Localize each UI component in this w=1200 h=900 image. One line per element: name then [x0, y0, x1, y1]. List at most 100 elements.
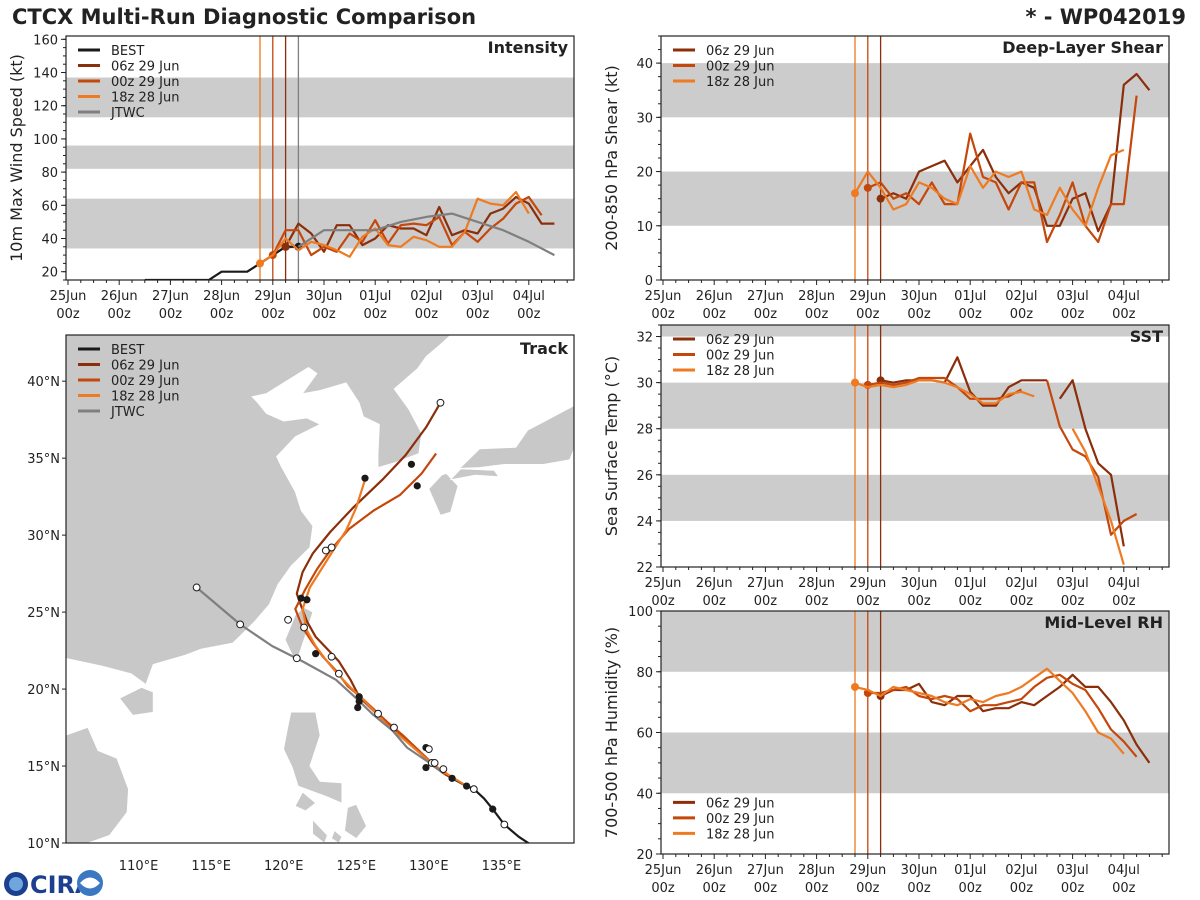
rh-xtick-sublabel: 00z — [805, 881, 829, 896]
intensity-xtick-sublabel: 00z — [261, 307, 285, 322]
track-xtick-label: 135°E — [482, 859, 522, 874]
sst-series-line — [854, 379, 1125, 566]
sst-xtick-sublabel: 00z — [1112, 594, 1136, 609]
panel-rh: 20 40 60 80 100 25Jun 00z 26Jun 00z 27Jun 00z 28Jun… — [602, 605, 1170, 896]
sst-xtick-sublabel: 00z — [856, 594, 880, 609]
track-ytick-label: 40°N — [27, 375, 60, 390]
rh-legend-label: 06z 29 Jun — [706, 796, 775, 811]
rh-xtick-sublabel: 00z — [907, 881, 931, 896]
sst-xtick-label: 26Jun — [696, 576, 733, 591]
track-open-marker — [192, 583, 201, 592]
logo-globe-inner-icon — [9, 877, 23, 891]
shear-series-marker — [876, 194, 885, 203]
intensity-xtick-sublabel: 00z — [210, 307, 234, 322]
track-dot-marker — [361, 474, 369, 482]
shear-series-line — [854, 148, 1125, 227]
sst-ytick-label: 22 — [636, 561, 653, 576]
track-open-marker — [439, 765, 448, 774]
shear-xtick-sublabel: 00z — [651, 307, 675, 322]
track-dot-marker — [448, 774, 456, 782]
rh-xtick-label: 27Jun — [747, 863, 784, 878]
track-ytick-label: 25°N — [27, 606, 60, 621]
intensity-band — [66, 77, 574, 118]
track-dot-marker — [462, 782, 471, 790]
shear-xtick-label: 04Jul — [1108, 289, 1140, 304]
track-ytick-label: 20°N — [27, 683, 60, 698]
rh-xtick-sublabel: 00z — [703, 881, 727, 896]
track-land — [294, 791, 317, 812]
intensity-xtick-sublabel: 00z — [517, 307, 541, 322]
sst-panel-title: SST — [1130, 327, 1163, 346]
rh-ytick-label: 60 — [636, 727, 653, 742]
shear-xtick-label: 03Jul — [1056, 289, 1088, 304]
sst-xtick-sublabel: 00z — [959, 594, 983, 609]
intensity-ytick-label: 20 — [41, 266, 58, 281]
track-ytick-label: 35°N — [27, 452, 60, 467]
sst-xtick-label: 30Jun — [901, 576, 938, 591]
intensity-xtick-label: 26Jun — [101, 289, 138, 304]
sst-band — [661, 474, 1169, 521]
shear-series-line — [867, 95, 1138, 244]
track-xtick-label: 115°E — [191, 859, 231, 874]
track-open-marker — [236, 620, 245, 629]
panel-track: 110°E 115°E 120°E 125°E 130°E 135°E 10°N 15°N 20… — [27, 334, 575, 874]
intensity-xtick-label: 30Jun — [306, 289, 343, 304]
rh-plot-area — [661, 611, 1169, 854]
shear-legend-label: 00z 29 Jun — [706, 60, 775, 75]
track-open-marker — [300, 623, 308, 632]
sst-ytick-label: 28 — [636, 423, 653, 438]
rh-xtick-sublabel: 00z — [959, 881, 983, 896]
sst-legend-label: 18z 28 Jun — [706, 364, 775, 379]
intensity-ytick-label: 80 — [41, 166, 58, 181]
intensity-series-line — [297, 212, 555, 257]
track-open-marker — [327, 543, 336, 552]
intensity-xtick-sublabel: 00z — [56, 307, 80, 322]
intensity-series-marker — [281, 242, 290, 251]
sst-xtick-label: 27Jun — [747, 576, 784, 591]
sst-band — [661, 325, 1169, 337]
rh-ytick-label: 40 — [636, 787, 653, 802]
track-land — [312, 819, 328, 843]
intensity-xtick-sublabel: 00z — [415, 307, 439, 322]
track-legend-label: 00z 29 Jun — [111, 374, 180, 389]
shear-ytick-label: 30 — [636, 111, 653, 126]
intensity-ytick-label: 100 — [33, 133, 58, 148]
track-open-marker — [424, 745, 433, 753]
track-land — [443, 405, 574, 470]
track-xtick-label: 120°E — [264, 859, 304, 874]
shear-legend-label: 06z 29 Jun — [706, 44, 775, 59]
intensity-legend-label: JTWC — [110, 106, 145, 121]
track-dot-marker — [354, 703, 362, 712]
track-land — [331, 830, 343, 843]
track-land — [449, 468, 500, 481]
track-ytick-label: 10°N — [27, 837, 60, 852]
shear-plot-area — [661, 36, 1169, 280]
rh-xtick-label: 28Jun — [798, 863, 835, 878]
shear-ytick-label: 0 — [645, 274, 653, 289]
rh-xtick-label: 03Jul — [1056, 863, 1088, 878]
rh-panel-title: Mid-Level RH — [1044, 613, 1163, 632]
sst-frame — [660, 324, 1170, 568]
track-open-marker — [292, 654, 301, 663]
shear-xtick-sublabel: 00z — [856, 307, 880, 322]
sst-ytick-label: 30 — [636, 377, 653, 392]
intensity-ytick-label: 40 — [41, 233, 58, 248]
intensity-xtick-sublabel: 00z — [364, 307, 388, 322]
intensity-xtick-sublabel: 00z — [159, 307, 183, 322]
shear-series-marker — [851, 189, 859, 198]
track-xtick-label: 110°E — [119, 859, 159, 874]
intensity-xtick-label: 28Jun — [203, 289, 240, 304]
rh-series-line — [854, 667, 1125, 755]
rh-xtick-sublabel: 00z — [1061, 881, 1085, 896]
track-panel-title: Track — [520, 339, 568, 358]
track-dot-marker — [303, 596, 311, 604]
track-land — [66, 335, 452, 685]
track-land — [344, 804, 367, 839]
intensity-xtick-label: 04Jul — [513, 289, 545, 304]
track-dot-marker — [312, 650, 320, 658]
track-open-marker — [469, 785, 478, 794]
track-xtick-label: 130°E — [409, 859, 449, 874]
track-open-marker — [374, 709, 382, 718]
sst-series-marker — [851, 378, 859, 387]
shear-band — [661, 63, 1169, 118]
